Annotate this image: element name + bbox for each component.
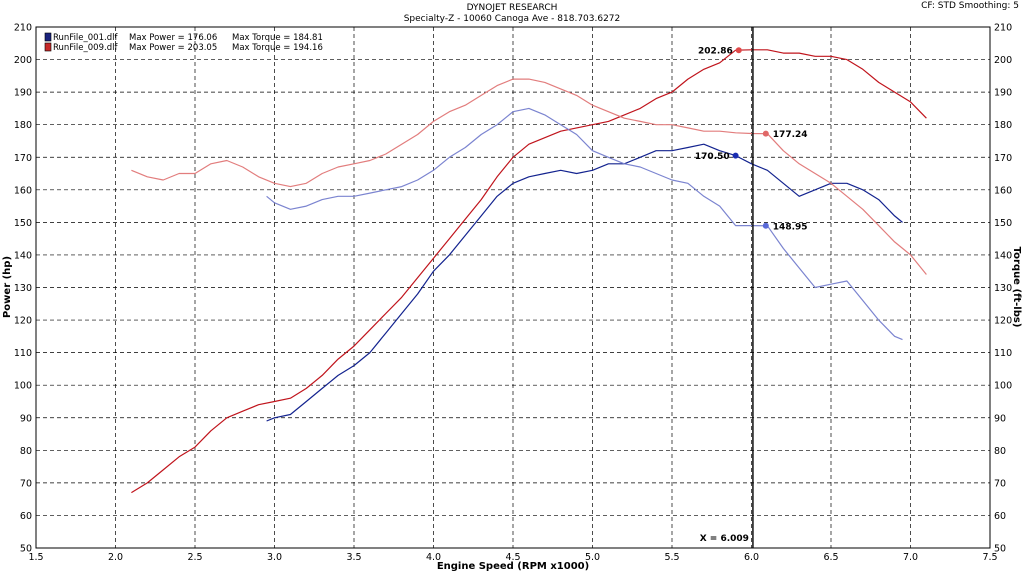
x-tick-label: 1.5 [28,552,43,563]
y2-tick-label: 180 [994,120,1012,131]
settings-text: CF: STD Smoothing: 5 [921,1,1019,11]
y-tick-label: 100 [14,381,32,392]
y2-tick-label: 190 [994,88,1012,99]
legend-file-run1: RunFile_001.dlf [53,33,118,43]
cursor-label: X = 6.009 [700,534,749,544]
y-tick-label: 150 [14,218,32,229]
x-tick-label: 3.5 [346,552,361,563]
y2-tick-label: 210 [994,23,1012,34]
y-tick-label: 70 [20,478,32,489]
y2-axis-label: Torque (ft-lbs) [1011,247,1022,328]
marker-dot [735,47,742,54]
marker-dot [762,130,769,137]
marker-label: 177.24 [773,130,808,140]
plot-frame [35,26,991,549]
legend-power-run2: Max Power = 203.05 [129,43,217,53]
y2-tick-label: 160 [994,185,1012,196]
legend-power-run1: Max Power = 176.06 [129,33,217,43]
x-tick-label: 5.0 [585,552,600,563]
legend-swatch-run2 [44,42,52,52]
legend-torque-run1: Max Torque = 184.81 [232,33,323,43]
x-tick-label: 6.5 [823,552,838,563]
y-tick-label: 190 [14,88,32,99]
y-tick-label: 200 [14,55,32,66]
cursor: X = 6.009 [700,27,754,548]
x-tick-label: 3.0 [267,552,282,563]
y2-tick-label: 60 [994,511,1006,522]
y2-tick-label: 50 [994,544,1006,555]
y-tick-label: 140 [14,250,32,261]
series-lines [131,49,927,494]
marker-label: 170.50 [695,152,730,162]
legend-file-run2: RunFile_009.dlf [53,43,118,53]
y2-tick-label: 200 [994,55,1012,66]
marker-label: 202.86 [698,47,733,57]
y-tick-label: 130 [14,283,32,294]
y-axis-label: Power (hp) [2,256,13,318]
tick-labels: 1.5 2.0 2.5 3.0 3.5 4.0 4.5 5.0 5.5 6.0 6.5 7.0 7.55… [14,23,1012,564]
x-tick-label: 5.5 [664,552,679,563]
series-line-runfile-009-dlf-power [131,49,927,494]
x-axis-label: Engine Speed (RPM x1000) [437,561,589,571]
y2-tick-label: 110 [994,348,1012,359]
y-tick-label: 170 [14,153,32,164]
y-tick-label: 120 [14,316,32,327]
x-tick-label: 7.0 [903,552,918,563]
y2-tick-label: 100 [994,381,1012,392]
x-tick-label: 2.0 [108,552,123,563]
legend-torque-run2: Max Torque = 194.16 [232,43,323,53]
marker-dot [762,222,769,229]
y2-tick-label: 90 [994,413,1006,424]
legend-swatch-run1 [44,32,52,42]
y2-tick-label: 120 [994,316,1012,327]
y-tick-label: 210 [14,23,32,34]
y2-tick-label: 80 [994,446,1006,457]
y-tick-label: 110 [14,348,32,359]
y2-tick-label: 140 [994,250,1012,261]
y2-tick-label: 170 [994,153,1012,164]
x-tick-label: 2.5 [187,552,202,563]
y2-tick-label: 150 [994,218,1012,229]
x-tick-label: 7.5 [982,552,997,563]
series-line-runfile-009-dlf-torque [131,78,927,275]
marker-dot [732,152,739,159]
y2-tick-label: 130 [994,283,1012,294]
y-tick-label: 80 [20,446,32,457]
series-line-runfile-001-dlf-torque [266,107,903,341]
y-tick-label: 50 [20,544,32,555]
y2-tick-label: 70 [994,478,1006,489]
grid [36,27,990,548]
y-tick-label: 180 [14,120,32,131]
marker-label: 148.95 [773,222,808,232]
x-tick-label: 4.5 [505,552,520,563]
chart-subtitle: Specialty-Z - 10060 Canoga Ave - 818.703… [404,14,621,24]
y-tick-label: 60 [20,511,32,522]
x-tick-label: 4.0 [426,552,441,563]
legend: RunFile_001.dlf Max Power = 176.06 Max T… [44,32,323,53]
y-tick-label: 160 [14,185,32,196]
chart-title: DYNOJET RESEARCH [467,3,558,13]
y-tick-label: 90 [20,413,32,424]
x-tick-label: 6.0 [744,552,759,563]
series-line-runfile-001-dlf-power [266,143,903,422]
data-markers: 202.86 170.50 177.24 148.95 [695,47,808,233]
